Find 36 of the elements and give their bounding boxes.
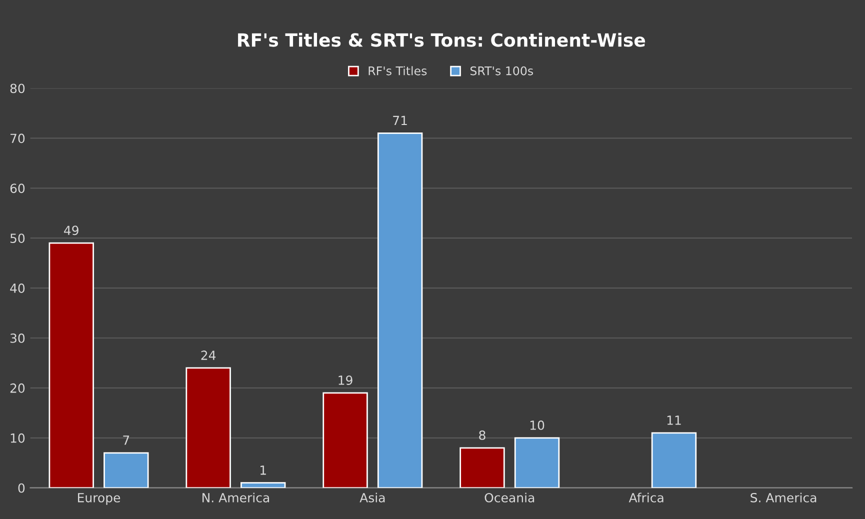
data-label: 1 (260, 466, 266, 475)
data-label: 24 (201, 350, 216, 360)
y-tick-label: 60 (10, 184, 25, 194)
bar (322, 392, 368, 488)
data-label: 19 (338, 376, 352, 385)
data-label: 10 (530, 420, 544, 430)
data-label: 7 (123, 436, 130, 445)
y-tick-label: 20 (10, 383, 25, 393)
y-tick-label: 0 (18, 483, 25, 493)
bar (514, 437, 560, 488)
data-label: 71 (393, 116, 407, 126)
y-tick-label: 30 (10, 333, 25, 343)
bar (48, 242, 94, 488)
bar (460, 447, 505, 488)
x-tick-label: S. America (750, 492, 816, 502)
data-label: 49 (64, 226, 78, 236)
x-tick-label: Africa (628, 492, 664, 502)
y-tick-label: 70 (10, 134, 25, 144)
bar (104, 452, 149, 488)
legend-label: RF's Titles (368, 66, 427, 76)
data-label: 11 (667, 416, 681, 425)
bar (651, 432, 697, 488)
bar (240, 482, 286, 488)
y-tick-label: 40 (10, 284, 25, 293)
legend-label: SRT's 100s (470, 66, 534, 76)
data-label: 8 (479, 430, 486, 440)
y-tick-label: 80 (10, 84, 25, 94)
y-tick-label: 10 (10, 433, 25, 443)
bar (377, 132, 423, 488)
bar (186, 367, 231, 488)
x-tick-label: Asia (360, 492, 385, 502)
y-tick-label: 50 (10, 234, 25, 244)
x-tick-label: N. America (202, 492, 270, 502)
chart-title: RF's Titles & SRT's Tons: Continent-Wise (238, 32, 646, 47)
x-tick-label: Oceania (484, 492, 534, 502)
x-tick-label: Europe (78, 493, 120, 505)
